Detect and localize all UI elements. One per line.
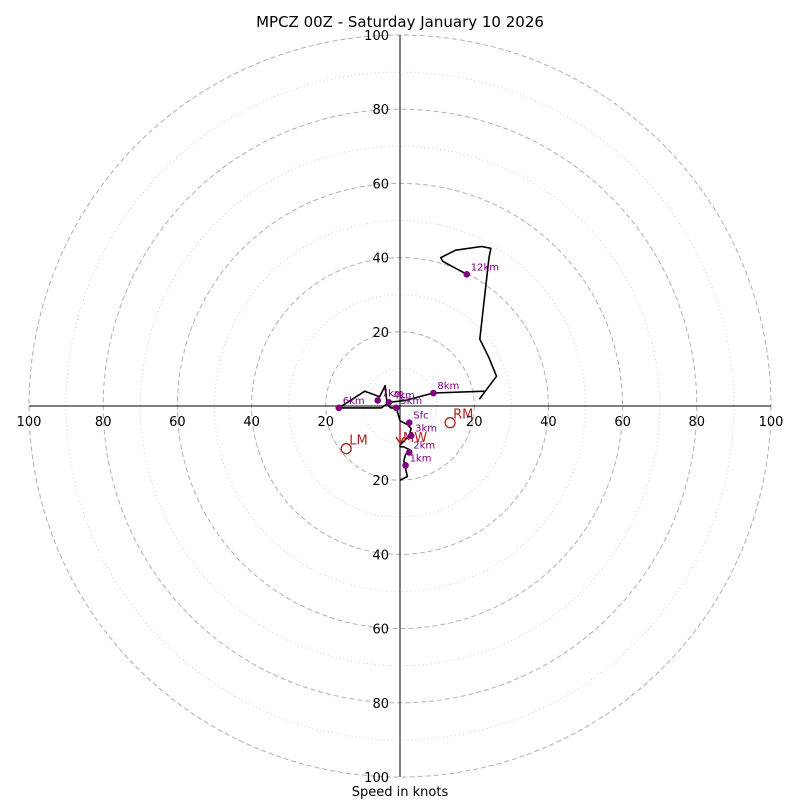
tick-label-south: 40 [372, 548, 389, 563]
height-marker-6km [335, 404, 343, 412]
axis-tick-labels: 20 20 20 20 40 40 40 40 60 60 60 60 80 80 80 80 100 100 10… [17, 29, 784, 786]
storm-motion-rm-label: RM [453, 408, 473, 423]
height-label-2km: 2km [413, 440, 435, 451]
tick-label-west: 100 [17, 415, 42, 430]
x-axis-label: Speed in knots [352, 785, 449, 800]
tick-label-north: 20 [372, 326, 389, 341]
tick-label-south: 20 [372, 474, 389, 489]
storm-motion-lm-label: LM [349, 434, 367, 449]
mean-wind-arrow [395, 436, 405, 445]
tick-label-east: 80 [689, 415, 706, 430]
height-marker-3km [407, 432, 415, 439]
height-label-sfc: Sfc [413, 411, 428, 422]
tick-label-south: 80 [372, 697, 389, 712]
storm-motion-rm-marker [444, 417, 456, 429]
height-marker-12km [463, 270, 471, 278]
chart-title: MPCZ 00Z - Saturday January 10 2026 [256, 13, 544, 31]
tick-label-north: 60 [372, 177, 389, 192]
tick-label-west: 80 [95, 415, 112, 430]
tick-label-north: 40 [372, 252, 389, 267]
tick-label-north: 80 [372, 103, 389, 118]
height-marker-8km [430, 389, 437, 397]
height-marker-4km [385, 398, 393, 406]
height-marker-2km [405, 449, 413, 456]
tick-label-south: 60 [372, 623, 389, 638]
tick-label-north: 100 [364, 29, 389, 44]
height-label-7km: 7km [382, 388, 404, 399]
tick-label-west: 40 [243, 415, 260, 430]
height-label-3km: 3km [415, 424, 437, 435]
storm-motion-lm-marker [340, 443, 352, 455]
height-label-4km: 4km [393, 390, 415, 401]
axes [29, 35, 771, 777]
tick-label-east: 20 [466, 415, 483, 430]
tick-label-west: 20 [318, 415, 335, 430]
tick-label-south: 100 [364, 771, 389, 786]
height-marker-7km [374, 397, 382, 404]
tick-label-east: 40 [540, 415, 557, 430]
height-label-1km: 1km [410, 453, 432, 464]
height-label-6km: 6km [343, 396, 365, 407]
tick-label-east: 60 [614, 415, 631, 430]
height-label-5km: 5km [400, 396, 422, 407]
height-marker-5km [392, 404, 400, 412]
height-marker-sfc [405, 419, 413, 426]
tick-label-west: 60 [169, 415, 186, 430]
height-label-12km: 12km [471, 262, 499, 273]
height-label-8km: 8km [437, 381, 459, 392]
tick-label-east: 100 [759, 415, 784, 430]
height-marker-1km [402, 462, 409, 469]
